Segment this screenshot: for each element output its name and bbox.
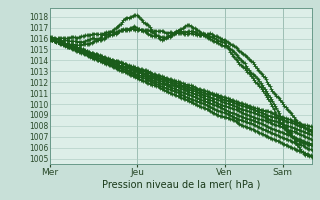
X-axis label: Pression niveau de la mer( hPa ): Pression niveau de la mer( hPa ) bbox=[102, 180, 260, 190]
